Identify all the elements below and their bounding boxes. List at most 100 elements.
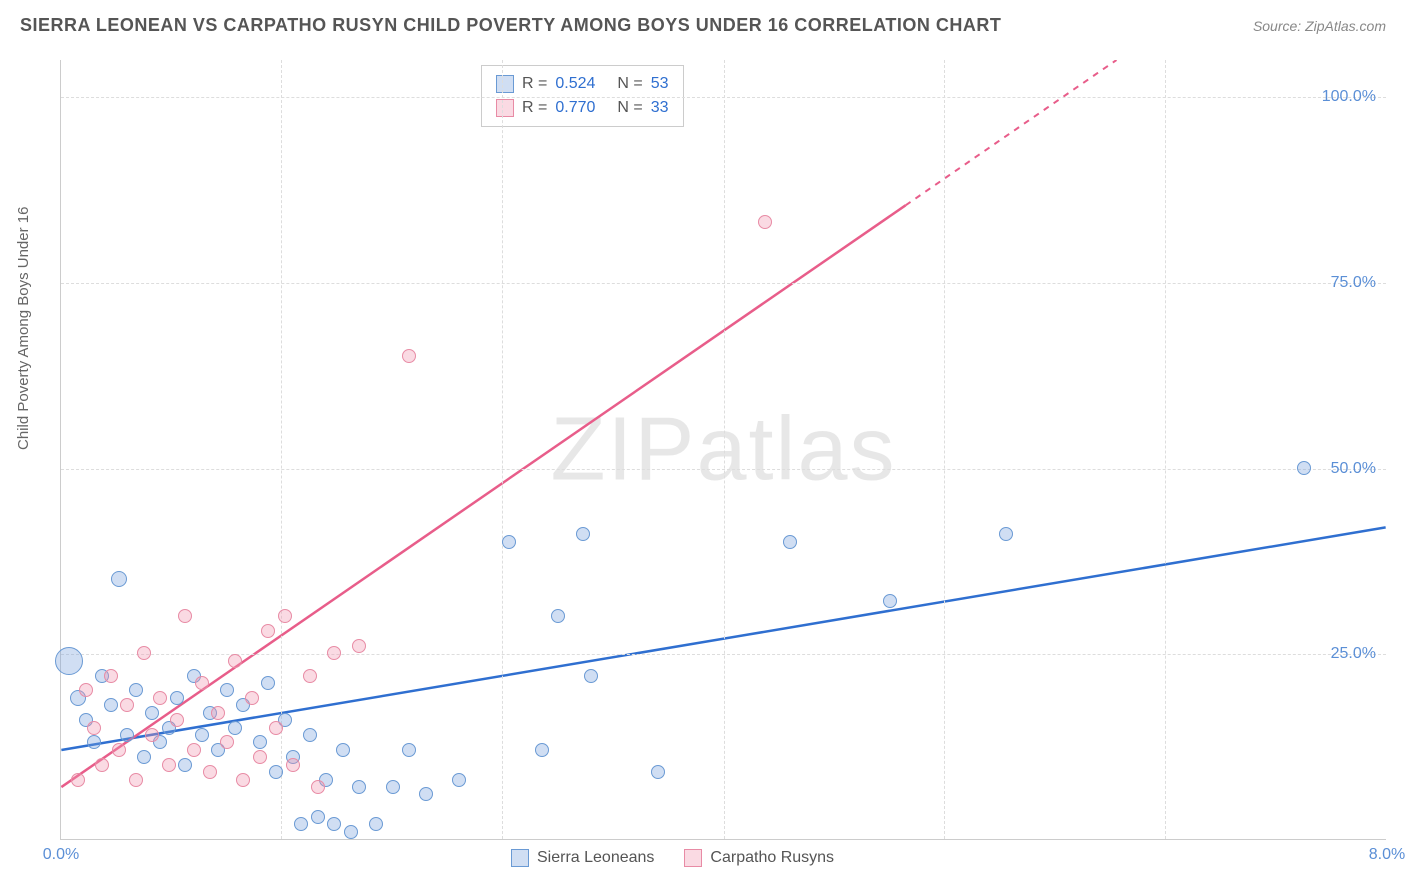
legend-series-item: Carpatho Rusyns: [684, 849, 834, 867]
data-point: [369, 817, 383, 831]
trend-line-dashed: [906, 60, 1117, 205]
data-point: [386, 780, 400, 794]
series-legend: Sierra Leoneans Carpatho Rusyns: [511, 849, 834, 867]
data-point: [112, 743, 126, 757]
data-point: [228, 654, 242, 668]
data-point: [129, 683, 143, 697]
data-point: [261, 676, 275, 690]
data-point: [269, 765, 283, 779]
data-point: [327, 646, 341, 660]
data-point: [195, 728, 209, 742]
data-point: [999, 527, 1013, 541]
gridline-v: [502, 60, 503, 839]
legend-row: R = 0.770 N = 33: [496, 96, 669, 120]
data-point: [336, 743, 350, 757]
gridline-v: [944, 60, 945, 839]
data-point: [278, 609, 292, 623]
data-point: [303, 728, 317, 742]
legend-r-value: 0.770: [555, 96, 595, 120]
data-point: [87, 735, 101, 749]
legend-n-value: 33: [651, 96, 669, 120]
data-point: [1297, 461, 1311, 475]
data-point: [79, 683, 93, 697]
x-tick-label: 0.0%: [43, 846, 79, 864]
chart-source: Source: ZipAtlas.com: [1253, 18, 1386, 34]
data-point: [551, 609, 565, 623]
data-point: [187, 743, 201, 757]
y-tick-label: 100.0%: [1322, 88, 1376, 106]
data-point: [137, 646, 151, 660]
y-axis-label: Child Poverty Among Boys Under 16: [15, 207, 32, 450]
data-point: [87, 721, 101, 735]
data-point: [170, 713, 184, 727]
data-point: [286, 758, 300, 772]
data-point: [195, 676, 209, 690]
legend-swatch: [496, 99, 514, 117]
trend-line: [61, 205, 905, 787]
data-point: [104, 698, 118, 712]
data-point: [261, 624, 275, 638]
data-point: [253, 750, 267, 764]
legend-n-value: 53: [651, 72, 669, 96]
data-point: [145, 706, 159, 720]
data-point: [211, 706, 225, 720]
data-point: [294, 817, 308, 831]
data-point: [344, 825, 358, 839]
data-point: [352, 780, 366, 794]
data-point: [170, 691, 184, 705]
gridline-v: [1165, 60, 1166, 839]
data-point: [178, 609, 192, 623]
data-point: [120, 698, 134, 712]
y-tick-label: 75.0%: [1331, 274, 1376, 292]
y-tick-label: 50.0%: [1331, 460, 1376, 478]
data-point: [137, 750, 151, 764]
data-point: [111, 571, 127, 587]
data-point: [145, 728, 159, 742]
chart-title: SIERRA LEONEAN VS CARPATHO RUSYN CHILD P…: [20, 15, 1001, 36]
data-point: [104, 669, 118, 683]
legend-row: R = 0.524N = 53: [496, 72, 669, 96]
data-point: [269, 721, 283, 735]
data-point: [502, 535, 516, 549]
legend-n-label: N =: [617, 72, 642, 96]
data-point: [178, 758, 192, 772]
chart-header: SIERRA LEONEAN VS CARPATHO RUSYN CHILD P…: [0, 0, 1406, 46]
data-point: [758, 215, 772, 229]
data-point: [55, 647, 83, 675]
legend-r-label: R =: [522, 96, 547, 120]
data-point: [71, 773, 85, 787]
legend-swatch: [511, 849, 529, 867]
x-tick-label: 8.0%: [1369, 846, 1405, 864]
data-point: [327, 817, 341, 831]
data-point: [452, 773, 466, 787]
data-point: [419, 787, 433, 801]
data-point: [352, 639, 366, 653]
legend-series-label: Sierra Leoneans: [537, 849, 654, 867]
data-point: [883, 594, 897, 608]
data-point: [651, 765, 665, 779]
data-point: [402, 349, 416, 363]
legend-series-item: Sierra Leoneans: [511, 849, 654, 867]
legend-n-label: N =: [617, 96, 642, 120]
data-point: [129, 773, 143, 787]
data-point: [245, 691, 259, 705]
data-point: [311, 810, 325, 824]
data-point: [228, 721, 242, 735]
data-point: [535, 743, 549, 757]
data-point: [584, 669, 598, 683]
data-point: [153, 691, 167, 705]
data-point: [220, 683, 234, 697]
data-point: [402, 743, 416, 757]
data-point: [303, 669, 317, 683]
data-point: [120, 728, 134, 742]
legend-swatch: [496, 75, 514, 93]
legend-swatch: [684, 849, 702, 867]
scatter-chart: ZIPatlas R = 0.524N = 53R = 0.770N = 33 …: [60, 60, 1386, 840]
data-point: [203, 765, 217, 779]
legend-r-label: R =: [522, 72, 547, 96]
data-point: [95, 758, 109, 772]
data-point: [783, 535, 797, 549]
gridline-v: [724, 60, 725, 839]
y-tick-label: 25.0%: [1331, 645, 1376, 663]
data-point: [311, 780, 325, 794]
